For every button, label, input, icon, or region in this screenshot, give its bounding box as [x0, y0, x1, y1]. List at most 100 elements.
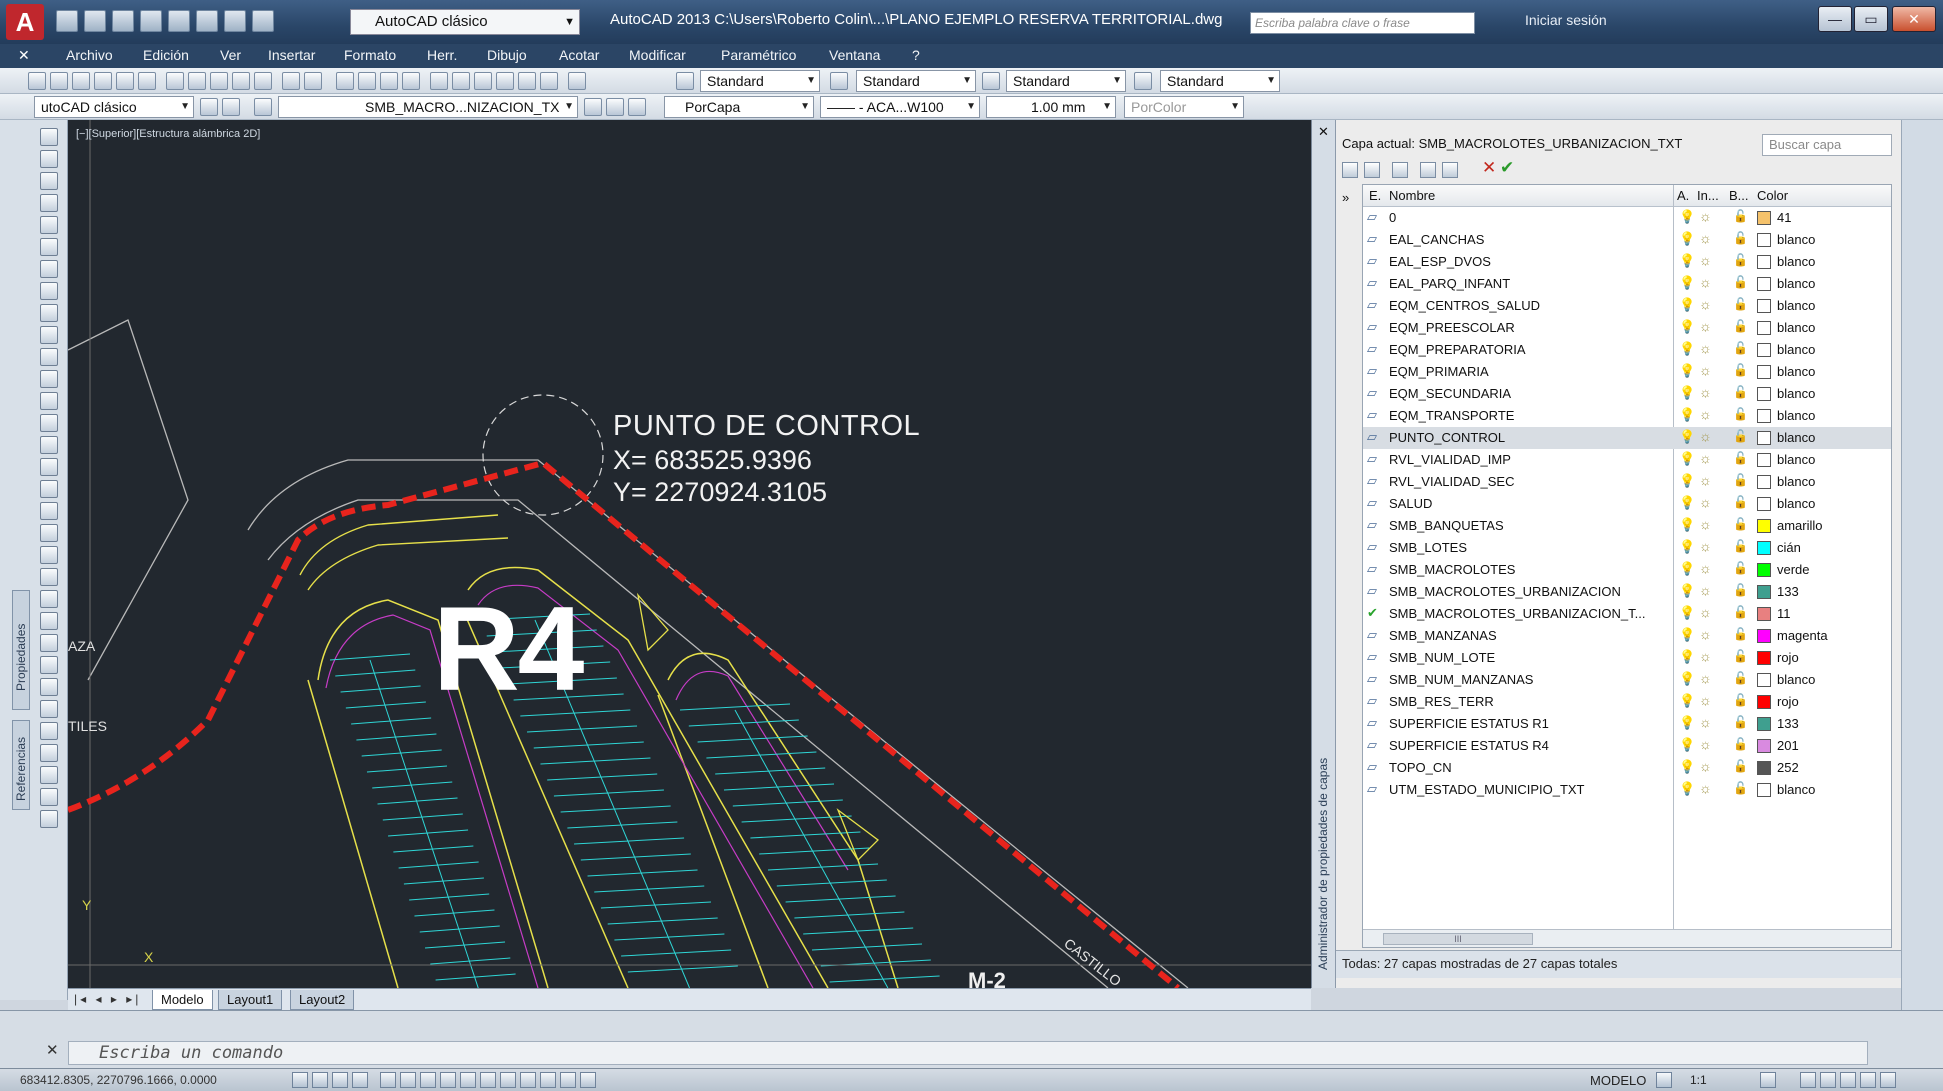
layer-row[interactable]: ▱ 0 💡 ☼ 🔓 41	[1363, 207, 1891, 229]
line-icon[interactable]	[40, 128, 58, 146]
workspace-switch-icon[interactable]	[1800, 1072, 1816, 1088]
col-color[interactable]: Color	[1757, 188, 1789, 203]
color-swatch[interactable]	[1757, 563, 1771, 577]
annotation-visibility-icon[interactable]	[1760, 1072, 1776, 1088]
sun-freeze-icon[interactable]: ☼	[1699, 472, 1712, 488]
command-input[interactable]: Escriba un comando	[68, 1041, 1868, 1065]
layer-row[interactable]: ▱ EQM_PRIMARIA 💡 ☼ 🔓 blanco	[1363, 361, 1891, 383]
current-layer-check-icon[interactable]: ✔	[1367, 605, 1378, 620]
color-swatch[interactable]	[1757, 585, 1771, 599]
layer-name[interactable]: RVL_VIALIDAD_SEC	[1389, 474, 1515, 489]
text-style-dropdown[interactable]: Standard ▼	[700, 70, 820, 92]
layer-row[interactable]: ▱ SMB_MANZANAS 💡 ☼ 🔓 magenta	[1363, 625, 1891, 647]
sun-freeze-icon[interactable]: ☼	[1699, 428, 1712, 444]
unlock-icon[interactable]: 🔓	[1733, 275, 1748, 289]
layer-status-icon[interactable]: ▱	[1367, 385, 1377, 400]
layer-status-icon[interactable]: ▱	[1367, 451, 1377, 466]
layer-color-name[interactable]: blanco	[1777, 320, 1816, 335]
layer-status-icon[interactable]: ▱	[1367, 759, 1377, 774]
lightbulb-icon[interactable]: 💡	[1679, 561, 1696, 576]
layout-nav-arrows[interactable]: |◂ ◂ ▸ ▸|	[74, 992, 142, 1006]
sun-freeze-icon[interactable]: ☼	[1699, 582, 1712, 598]
rotate-icon[interactable]	[40, 700, 58, 718]
layer-status-icon[interactable]: ▱	[1367, 539, 1377, 554]
new-group-filter-icon[interactable]	[1364, 162, 1380, 178]
hatch-icon[interactable]	[40, 436, 58, 454]
layer-row[interactable]: ▱ SMB_BANQUETAS 💡 ☼ 🔓 amarillo	[1363, 515, 1891, 537]
layer-row[interactable]: ▱ EQM_SECUNDARIA 💡 ☼ 🔓 blanco	[1363, 383, 1891, 405]
color-swatch[interactable]	[1757, 673, 1771, 687]
sun-freeze-icon[interactable]: ☼	[1699, 494, 1712, 510]
layer-color-name[interactable]: blanco	[1777, 672, 1816, 687]
color-swatch[interactable]	[1757, 651, 1771, 665]
layer-color-name[interactable]: 133	[1777, 716, 1799, 731]
maximize-button[interactable]: ▭	[1854, 6, 1888, 32]
layer-status-icon[interactable]: ▱	[1367, 693, 1377, 708]
array-icon[interactable]	[40, 656, 58, 674]
layer-color-name[interactable]: blanco	[1777, 496, 1816, 511]
lightbulb-icon[interactable]: 💡	[1679, 209, 1696, 224]
layer-name[interactable]: SUPERFICIE ESTATUS R1	[1389, 716, 1549, 731]
layer-status-icon[interactable]: ▱	[1367, 627, 1377, 642]
properties-icon[interactable]	[430, 72, 448, 90]
sun-freeze-icon[interactable]: ☼	[1699, 252, 1712, 268]
color-swatch[interactable]	[1757, 453, 1771, 467]
layer-status-icon[interactable]: ▱	[1367, 517, 1377, 532]
minimize-button[interactable]: —	[1818, 6, 1852, 32]
menu-archivo[interactable]: Archivo	[66, 47, 113, 63]
layer-color-name[interactable]: rojo	[1777, 650, 1799, 665]
close-icon[interactable]: ✕	[1318, 124, 1329, 139]
cut-icon[interactable]	[166, 72, 184, 90]
layer-status-icon[interactable]: ▱	[1367, 715, 1377, 730]
lightbulb-icon[interactable]: 💡	[1679, 363, 1696, 378]
layer-status-icon[interactable]: ▱	[1367, 341, 1377, 356]
ellipse-icon[interactable]	[40, 326, 58, 344]
close-window-button[interactable]: ✕	[1892, 6, 1936, 32]
color-swatch[interactable]	[1757, 739, 1771, 753]
layer-name[interactable]: 0	[1389, 210, 1397, 225]
insert-block-icon[interactable]	[40, 370, 58, 388]
layer-status-icon[interactable]: ▱	[1367, 363, 1377, 378]
color-swatch[interactable]	[1757, 475, 1771, 489]
save-as-icon[interactable]	[140, 10, 162, 32]
layer-color-name[interactable]: blanco	[1777, 452, 1816, 467]
sun-freeze-icon[interactable]: ☼	[1699, 626, 1712, 642]
offset-icon[interactable]	[40, 634, 58, 652]
lightbulb-icon[interactable]: 💡	[1679, 627, 1696, 642]
ellipse-arc-icon[interactable]	[40, 348, 58, 366]
layer-previous-icon[interactable]	[606, 98, 624, 116]
col-name[interactable]: Nombre	[1389, 188, 1436, 203]
layer-color-name[interactable]: amarillo	[1777, 518, 1823, 533]
snap-mode-icon[interactable]	[312, 1072, 328, 1088]
tab-layout1[interactable]: Layout1	[218, 990, 283, 1010]
layer-name[interactable]: RVL_VIALIDAD_IMP	[1389, 452, 1511, 467]
menu-ayuda[interactable]: ?	[912, 47, 920, 63]
table-icon[interactable]	[40, 502, 58, 520]
unlock-icon[interactable]: 🔓	[1733, 715, 1748, 729]
layer-name[interactable]: SMB_NUM_MANZANAS	[1389, 672, 1534, 687]
unlock-icon[interactable]: 🔓	[1733, 253, 1748, 267]
new-property-filter-icon[interactable]	[1342, 162, 1358, 178]
layer-name[interactable]: UTM_ESTADO_MUNICIPIO_TXT	[1389, 782, 1585, 797]
lightbulb-icon[interactable]: 💡	[1679, 715, 1696, 730]
layer-name[interactable]: SMB_LOTES	[1389, 540, 1468, 555]
sun-freeze-icon[interactable]: ☼	[1699, 208, 1712, 224]
extend-icon[interactable]	[40, 788, 58, 806]
linetype-dropdown[interactable]: —— - ACA...W100 ▼	[820, 96, 980, 118]
lightbulb-icon[interactable]: 💡	[1679, 341, 1696, 356]
layer-row[interactable]: ▱ SMB_NUM_LOTE 💡 ☼ 🔓 rojo	[1363, 647, 1891, 669]
quick-view-layouts-icon[interactable]	[1656, 1072, 1672, 1088]
layer-status-icon[interactable]: ▱	[1367, 209, 1377, 224]
color-swatch[interactable]	[1757, 431, 1771, 445]
scale-icon[interactable]	[40, 722, 58, 740]
menu-formato[interactable]: Formato	[344, 47, 397, 63]
lightbulb-icon[interactable]: 💡	[1679, 539, 1696, 554]
layer-color-name[interactable]: 252	[1777, 760, 1799, 775]
layer-dropdown[interactable]: SMB_MACRO...NIZACION_TX ▼	[278, 96, 578, 118]
new-layer-vp-frozen-icon[interactable]	[1442, 162, 1458, 178]
unlock-icon[interactable]: 🔓	[1733, 385, 1748, 399]
ortho-icon[interactable]	[352, 1072, 368, 1088]
layer-color-name[interactable]: rojo	[1777, 694, 1799, 709]
sun-freeze-icon[interactable]: ☼	[1699, 692, 1712, 708]
color-swatch[interactable]	[1757, 321, 1771, 335]
